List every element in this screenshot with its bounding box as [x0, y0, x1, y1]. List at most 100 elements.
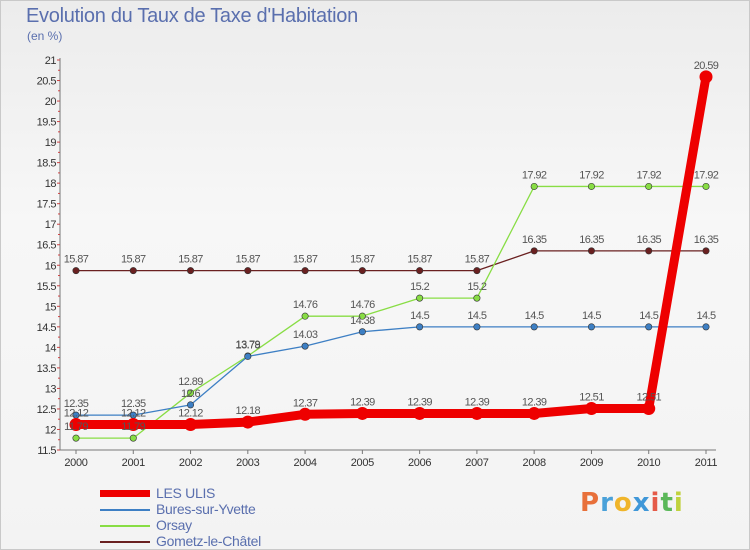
y-tick-label: 20	[45, 96, 57, 108]
legend-swatch	[100, 490, 150, 497]
x-tick-label: 2003	[236, 457, 259, 469]
x-tick-label: 2010	[637, 457, 660, 469]
data-label: 12.39	[522, 396, 547, 408]
logo-letter: o	[613, 488, 633, 518]
y-tick-label: 19.5	[37, 117, 57, 129]
data-label: 15.87	[465, 254, 490, 266]
data-point	[645, 182, 653, 190]
data-label: 12.51	[636, 392, 661, 404]
data-label: 12.12	[64, 408, 89, 420]
y-tick-label: 17.5	[37, 199, 57, 211]
data-label: 12.18	[236, 405, 261, 417]
data-label: 16.35	[694, 234, 719, 246]
x-tick-label: 2011	[695, 457, 718, 469]
data-point	[587, 323, 595, 331]
data-point	[187, 267, 195, 275]
data-point	[527, 406, 541, 420]
data-label: 14.5	[525, 310, 544, 322]
logo-letter: P	[580, 488, 601, 518]
series-line-1	[75, 326, 707, 416]
y-tick-label: 17	[45, 219, 57, 231]
data-label: 14.76	[293, 299, 318, 311]
data-label: 12.12	[178, 408, 203, 420]
series-line-2	[75, 185, 707, 439]
y-tick-label: 12.5	[37, 404, 57, 416]
data-point	[530, 182, 538, 190]
data-point	[416, 294, 424, 302]
data-point	[473, 294, 481, 302]
legend-label: LES ULIS	[156, 485, 216, 501]
data-label: 12.39	[465, 396, 490, 408]
x-tick-label: 2002	[179, 457, 202, 469]
data-point	[587, 247, 595, 255]
data-point	[129, 434, 137, 442]
data-point	[126, 418, 140, 432]
data-label: 15.2	[410, 281, 429, 293]
data-label: 14.5	[410, 310, 429, 322]
data-label: 15.87	[121, 254, 146, 266]
data-label: 15.87	[407, 254, 432, 266]
data-point	[473, 323, 481, 331]
y-tick-label: 18.5	[37, 158, 57, 170]
x-tick-label: 2007	[465, 457, 488, 469]
logo-letter: r	[600, 488, 614, 518]
logo-letter: i	[673, 488, 684, 518]
data-point	[358, 312, 366, 320]
data-point	[358, 328, 366, 336]
series-line-3	[75, 250, 707, 272]
x-tick-label: 2008	[523, 457, 546, 469]
data-point	[470, 406, 484, 420]
data-label: 14.5	[582, 310, 601, 322]
y-tick-label: 12	[45, 424, 57, 436]
data-point	[69, 418, 83, 432]
legend-item: LES ULIS	[100, 485, 360, 502]
legend-swatch	[100, 509, 150, 511]
data-point	[301, 267, 309, 275]
data-label: 13.79	[236, 339, 261, 351]
data-label: 13.78	[236, 339, 261, 351]
x-tick-label: 2001	[122, 457, 145, 469]
legend-item: Bures-sur-Yvette	[100, 501, 360, 518]
data-label: 14.5	[467, 310, 486, 322]
data-label: 16.35	[579, 234, 604, 246]
legend-label: Orsay	[156, 517, 192, 533]
legend-item: Orsay	[100, 517, 360, 534]
data-label: 17.92	[694, 169, 719, 181]
data-label: 12.39	[407, 396, 432, 408]
data-label: 14.5	[639, 310, 658, 322]
data-point	[355, 406, 369, 420]
data-label: 12.35	[121, 398, 146, 410]
data-label: 11.79	[121, 421, 145, 433]
proxiti-logo: Proxiti	[580, 488, 684, 518]
y-tick-label: 19	[45, 137, 57, 149]
y-tick-label: 15	[45, 301, 57, 313]
legend-swatch	[100, 541, 150, 543]
data-point	[298, 407, 312, 421]
y-tick-label: 21	[45, 55, 57, 67]
data-label: 12.6	[181, 388, 200, 400]
data-label: 14.76	[350, 299, 375, 311]
y-tick-label: 20.5	[37, 76, 57, 88]
y-tick-label: 14.5	[37, 322, 57, 334]
data-point	[642, 402, 656, 416]
chart-unit-label: (en %)	[27, 29, 63, 43]
data-point	[301, 312, 309, 320]
data-point	[702, 247, 710, 255]
data-point	[301, 342, 309, 350]
data-point	[530, 247, 538, 255]
x-tick-label: 2000	[64, 457, 87, 469]
data-point	[129, 267, 137, 275]
data-label: 12.35	[64, 398, 89, 410]
data-point	[699, 70, 713, 84]
logo-letter: t	[660, 488, 674, 518]
data-point	[473, 267, 481, 275]
data-label: 14.38	[350, 315, 375, 327]
data-point	[416, 323, 424, 331]
y-tick-label: 18	[45, 178, 57, 190]
data-point	[645, 247, 653, 255]
data-label: 17.92	[636, 169, 661, 181]
data-point	[358, 267, 366, 275]
data-point	[187, 401, 195, 409]
